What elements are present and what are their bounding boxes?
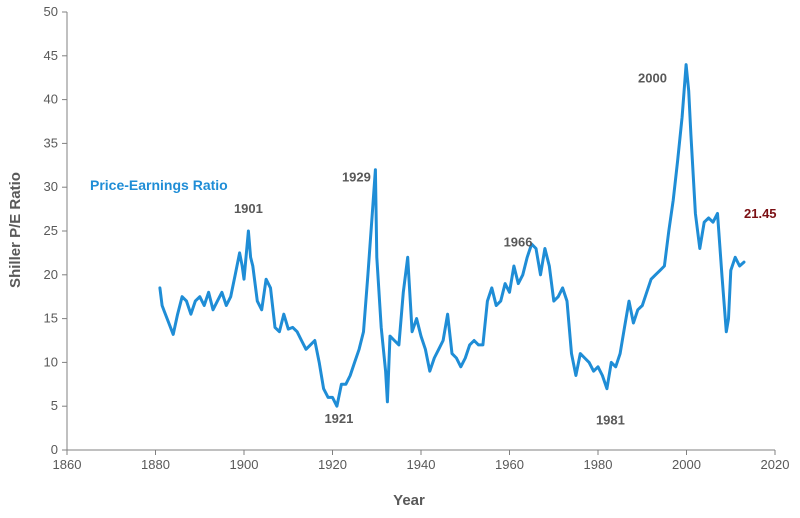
y-tick-label: 40: [44, 92, 58, 107]
current-value-label: 21.45: [744, 206, 777, 221]
x-tick-label: 1860: [53, 457, 82, 472]
x-tick-label: 1920: [318, 457, 347, 472]
annotation-1966: 1966: [504, 235, 533, 250]
y-tick-label: 0: [51, 442, 58, 457]
y-tick-label: 25: [44, 223, 58, 238]
y-tick-label: 35: [44, 135, 58, 150]
y-tick-label: 45: [44, 48, 58, 63]
y-axis-title: Shiller P/E Ratio: [7, 172, 24, 288]
x-tick-label: 1900: [230, 457, 259, 472]
annotation-1929: 1929: [342, 170, 371, 185]
y-tick-label: 5: [51, 398, 58, 413]
y-tick-label: 15: [44, 311, 58, 326]
x-tick-label: 1980: [584, 457, 613, 472]
x-axis-title: Year: [393, 492, 425, 509]
y-axis-ticks: 0 5 10 15 20 25 30 35 40 45 50: [44, 4, 67, 457]
x-tick-label: 1880: [141, 457, 170, 472]
annotation-1981: 1981: [596, 413, 625, 428]
x-tick-label: 2000: [672, 457, 701, 472]
x-tick-label: 1960: [495, 457, 524, 472]
y-tick-label: 10: [44, 354, 58, 369]
annotation-2000: 2000: [638, 71, 667, 86]
y-tick-label: 50: [44, 4, 58, 19]
annotation-1921: 1921: [324, 411, 353, 426]
series-line-price-earnings: [158, 63, 746, 408]
x-tick-label: 1940: [407, 457, 436, 472]
x-tick-label: 2020: [761, 457, 790, 472]
y-tick-label: 30: [44, 179, 58, 194]
x-axis-ticks: 1860 1880 1900 1920 1940 1960 1980 2000 2020: [53, 450, 790, 472]
annotation-1901: 1901: [234, 201, 263, 216]
y-tick-label: 20: [44, 267, 58, 282]
series-label: Price-Earnings Ratio: [90, 177, 228, 193]
annotations: 1901 1921 1929 1966 1981 2000: [234, 71, 667, 428]
